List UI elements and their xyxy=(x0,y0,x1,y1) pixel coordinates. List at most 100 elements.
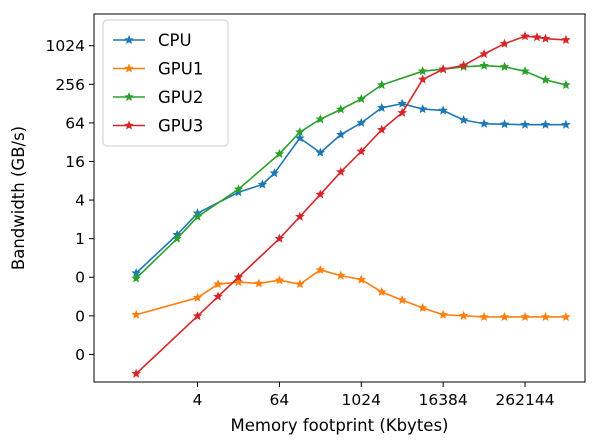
data-point-gpu2 xyxy=(131,273,141,283)
data-point-gpu3 xyxy=(540,33,551,43)
data-point-gpu1 xyxy=(376,287,387,297)
data-point-cpu xyxy=(417,104,428,114)
data-point-gpu2 xyxy=(479,60,489,70)
data-point-gpu3 xyxy=(561,34,571,44)
data-point-cpu xyxy=(458,115,469,125)
data-point-cpu xyxy=(269,168,280,178)
data-point-cpu xyxy=(397,98,407,108)
x-tick-label: 4 xyxy=(193,391,203,409)
legend-marker-gpu1 xyxy=(124,63,134,73)
y-tick-label: 0 xyxy=(75,346,85,364)
y-tick-label: 256 xyxy=(55,76,85,94)
data-point-gpu3 xyxy=(479,49,489,59)
data-point-gpu1 xyxy=(336,270,346,280)
data-point-gpu2 xyxy=(192,211,203,221)
legend-item-gpu3: GPU3 xyxy=(113,117,203,136)
legend-label-gpu1: GPU1 xyxy=(158,60,203,79)
series-line-gpu3 xyxy=(135,35,566,375)
legend-marker-cpu xyxy=(124,35,134,45)
data-point-gpu2 xyxy=(540,74,551,84)
data-point-cpu xyxy=(540,119,551,129)
data-point-gpu2 xyxy=(499,61,510,71)
data-point-cpu xyxy=(336,129,346,139)
data-point-cpu xyxy=(499,119,510,129)
data-point-gpu1 xyxy=(540,311,551,321)
data-point-gpu3 xyxy=(458,60,469,70)
series-line-gpu2 xyxy=(135,64,567,279)
legend-label-cpu: CPU xyxy=(158,31,192,50)
data-point-gpu3 xyxy=(233,272,244,282)
data-point-gpu3 xyxy=(520,31,530,41)
data-point-gpu3 xyxy=(295,211,305,221)
y-axis-label: Bandwidth (GB/s) xyxy=(9,126,28,270)
data-point-gpu3 xyxy=(499,38,510,48)
data-point-gpu1 xyxy=(458,310,469,320)
data-point-cpu xyxy=(561,119,571,129)
data-point-gpu2 xyxy=(233,184,244,194)
x-tick-label: 64 xyxy=(270,391,290,409)
x-tick-label: 1024 xyxy=(342,391,381,409)
y-tick-label: 16 xyxy=(65,153,85,171)
legend-marker-gpu2 xyxy=(124,92,134,102)
x-axis-label: Memory footprint (Kbytes) xyxy=(231,416,449,435)
legend-label-gpu3: GPU3 xyxy=(158,117,203,136)
data-point-gpu1 xyxy=(397,295,407,305)
data-point-gpu3 xyxy=(376,124,387,134)
data-point-gpu2 xyxy=(295,127,305,137)
series-gpu1 xyxy=(131,264,571,321)
legend-box xyxy=(102,19,229,147)
data-point-gpu1 xyxy=(561,311,571,321)
x-axis: 4 64 1024 16384 262144 xyxy=(193,382,555,409)
series-line-gpu1 xyxy=(135,269,566,318)
data-point-cpu xyxy=(315,147,326,157)
plot-frame xyxy=(93,13,586,383)
data-point-gpu2 xyxy=(336,104,346,114)
series-gpu2 xyxy=(131,60,571,283)
data-point-gpu1 xyxy=(520,311,530,321)
data-point-gpu3 xyxy=(532,32,542,42)
data-point-cpu xyxy=(479,118,489,128)
data-point-cpu xyxy=(438,105,448,115)
legend-item-gpu2: GPU2 xyxy=(113,88,203,107)
data-point-gpu2 xyxy=(520,66,530,76)
data-point-gpu3 xyxy=(315,189,326,199)
data-point-cpu xyxy=(257,179,268,189)
data-point-gpu3 xyxy=(131,368,141,378)
y-tick-label: 64 xyxy=(65,114,85,132)
x-tick-label: 262144 xyxy=(495,391,554,409)
y-tick-label: 0 xyxy=(75,307,85,325)
data-point-cpu xyxy=(295,133,305,143)
series-gpu3 xyxy=(131,31,571,378)
data-point-gpu2 xyxy=(315,114,326,124)
y-axis: 0 0 0 1 4 16 64 256 1024 xyxy=(46,37,94,364)
y-tick-label: 0 xyxy=(75,269,85,287)
data-point-gpu3 xyxy=(336,166,346,176)
data-point-gpu1 xyxy=(274,275,285,285)
data-point-gpu1 xyxy=(192,292,203,302)
data-point-cpu xyxy=(356,117,367,127)
data-point-gpu1 xyxy=(295,279,305,289)
data-point-gpu2 xyxy=(356,94,367,104)
data-point-gpu1 xyxy=(213,279,223,289)
data-point-gpu1 xyxy=(131,309,141,319)
data-point-cpu xyxy=(520,119,530,129)
data-point-gpu2 xyxy=(274,148,285,158)
data-point-gpu1 xyxy=(254,278,264,288)
data-point-gpu2 xyxy=(417,66,428,76)
data-point-cpu xyxy=(376,102,387,112)
data-point-gpu3 xyxy=(417,74,428,84)
y-tick-label: 4 xyxy=(75,192,85,210)
data-point-gpu1 xyxy=(417,302,428,312)
data-point-gpu1 xyxy=(315,264,326,274)
data-point-gpu1 xyxy=(356,274,366,284)
data-point-gpu3 xyxy=(192,311,203,321)
data-point-gpu3 xyxy=(438,64,448,74)
legend-item-cpu: CPU xyxy=(113,31,192,50)
data-point-gpu1 xyxy=(479,311,489,321)
series-group xyxy=(131,31,571,378)
y-tick-label: 1024 xyxy=(46,37,85,55)
data-point-gpu3 xyxy=(356,146,367,156)
legend-item-gpu1: GPU1 xyxy=(113,60,203,79)
y-tick-label: 1 xyxy=(75,230,85,248)
